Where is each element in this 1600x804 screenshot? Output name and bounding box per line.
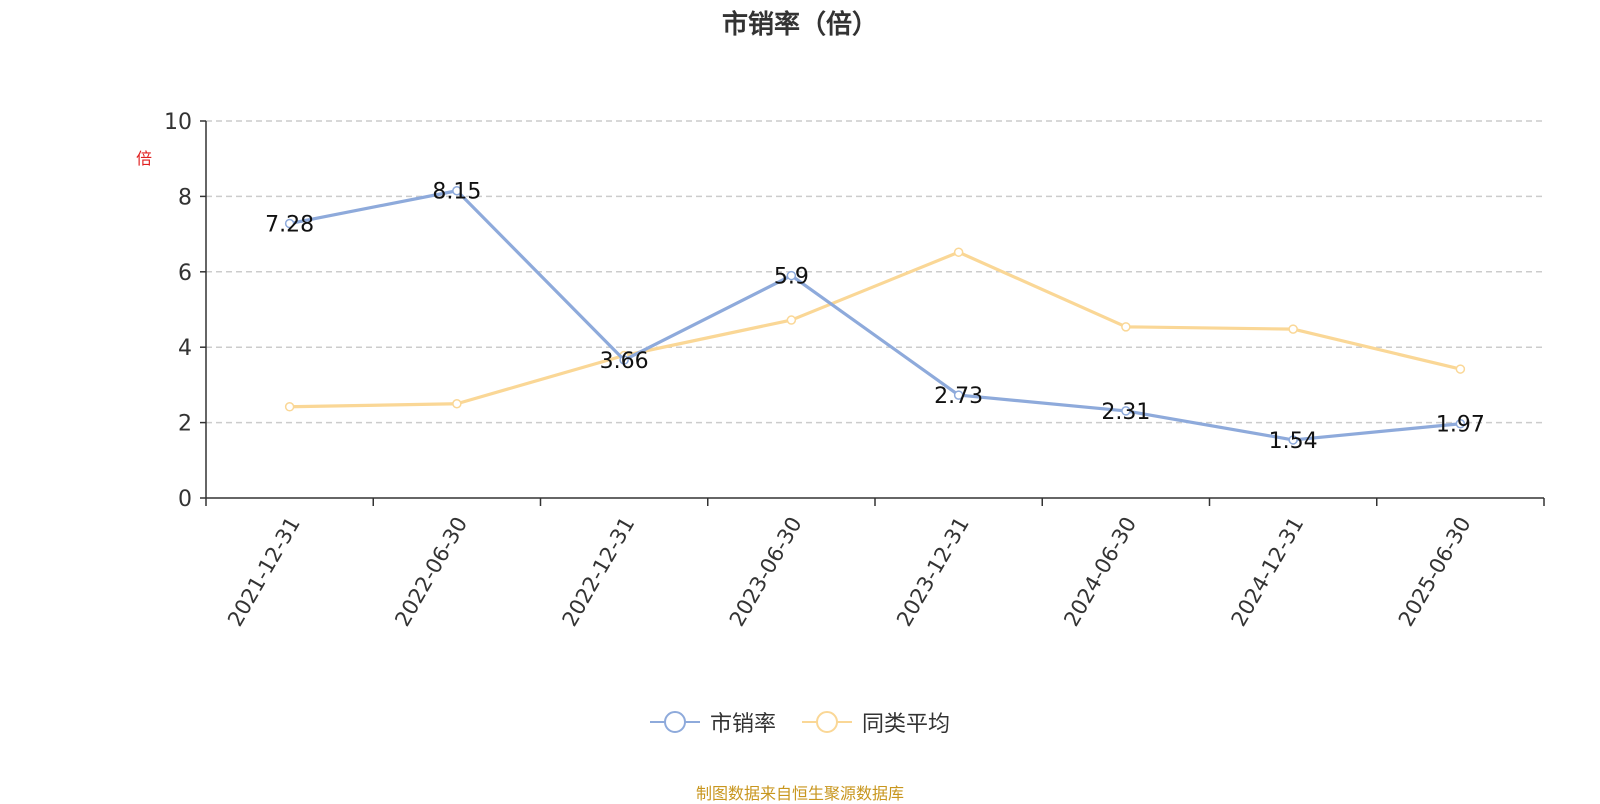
x-tick-label: 2023-06-30 — [725, 513, 807, 631]
x-tick-label: 2024-06-30 — [1059, 513, 1141, 631]
data-point-series-2 — [1288, 324, 1298, 334]
data-point-series-1 — [452, 185, 462, 196]
data-point-series-2 — [953, 247, 964, 257]
data-point-series-1 — [953, 390, 964, 400]
x-tick-label: 2025-06-30 — [1394, 513, 1476, 631]
y-tick-label: 2 — [178, 412, 192, 437]
data-label: 7.28 — [265, 213, 314, 238]
data-point-series-1 — [1455, 418, 1466, 429]
data-point-series-1 — [619, 355, 629, 365]
legend: 市销率 同类平均 — [0, 706, 1600, 738]
series-line-2 — [289, 250, 1461, 409]
data-point-series-2 — [1455, 364, 1466, 374]
legend-line-circle-icon — [649, 711, 700, 733]
y-tick-label: 10 — [164, 110, 192, 135]
y-tick-label: 0 — [178, 487, 192, 512]
y-tick-label: 8 — [178, 185, 192, 210]
y-tick-label: 6 — [178, 261, 192, 286]
x-tick-label: 2022-12-31 — [558, 513, 640, 631]
data-point-series-1 — [1288, 435, 1298, 445]
x-tick-label: 2023-12-31 — [892, 513, 974, 631]
chart-title: 市销率（倍） — [721, 10, 878, 40]
data-point-series-1 — [1121, 406, 1131, 416]
series-line-1 — [289, 189, 1461, 442]
x-tick-label: 2022-06-30 — [390, 513, 472, 631]
data-label: 2.73 — [934, 384, 983, 409]
x-tick-label: 2021-12-31 — [223, 513, 305, 631]
data-point-series-2 — [1121, 322, 1131, 332]
data-label: 1.97 — [1436, 413, 1485, 438]
legend-label-series-1: 市销率 — [709, 712, 776, 737]
y-axis-unit: 倍 — [133, 150, 152, 166]
data-point-series-2 — [452, 399, 462, 409]
data-label: 1.54 — [1269, 429, 1318, 454]
data-label: 2.31 — [1101, 400, 1150, 425]
data-point-series-1 — [786, 270, 797, 281]
legend-label-series-2: 同类平均 — [862, 712, 951, 737]
data-point-series-2 — [284, 402, 295, 412]
data-point-series-2 — [786, 315, 797, 325]
y-tick-label: 4 — [178, 336, 192, 361]
legend-item-series-1[interactable]: 市销率 — [649, 706, 776, 738]
x-tick-label: 2024-12-31 — [1227, 513, 1309, 631]
data-label: 3.66 — [600, 349, 649, 374]
legend-item-series-2[interactable]: 同类平均 — [802, 706, 950, 738]
data-point-series-1 — [284, 218, 295, 229]
data-source-note: 制图数据来自恒生聚源数据库 — [695, 784, 904, 803]
data-label: 5.9 — [774, 265, 809, 290]
data-label: 8.15 — [432, 180, 481, 205]
legend-line-circle-icon — [802, 711, 852, 733]
